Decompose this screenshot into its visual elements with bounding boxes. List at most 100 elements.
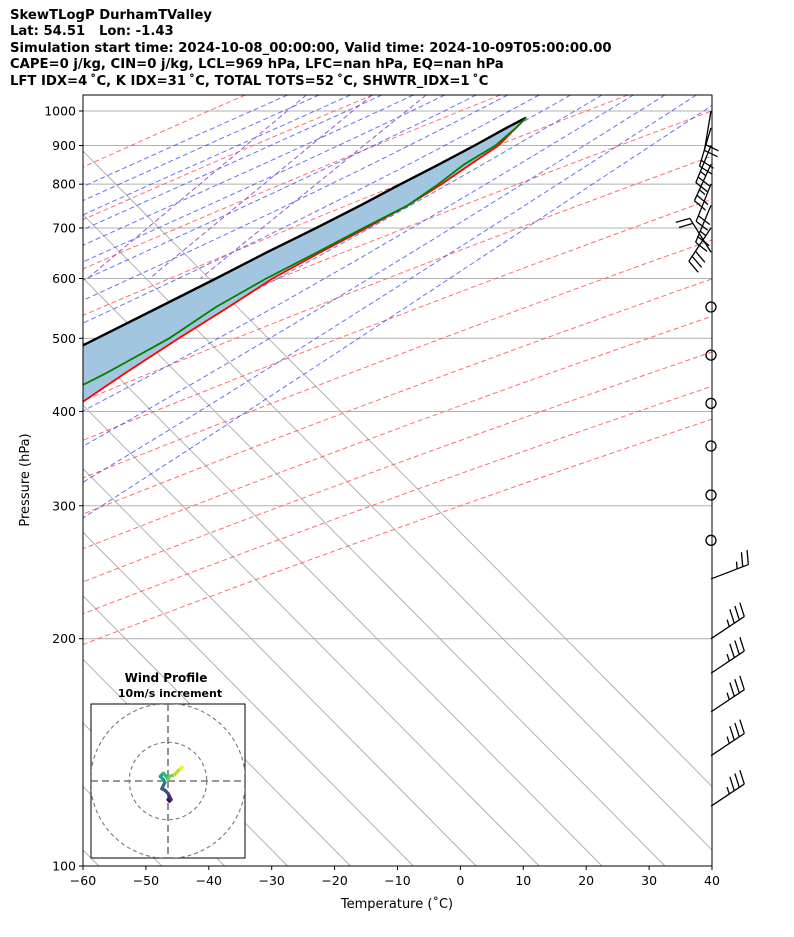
isotherm-line: [83, 531, 414, 866]
index-line: LFT IDX=4 ˚C, K IDX=31 ˚C, TOTAL TOTS=52…: [10, 73, 489, 89]
isotherm-line: [83, 468, 477, 866]
wind-barb: [710, 637, 745, 674]
cape-fill-area: [83, 117, 527, 402]
moist-adiabat-line: [83, 95, 477, 281]
dry-adiabat-line: [83, 351, 712, 583]
y-tick-label: 700: [52, 220, 76, 235]
wind-barb-flag: [729, 682, 735, 697]
wind-barb-flag: [739, 637, 745, 652]
wind-barb-flag: [729, 776, 735, 791]
wind-barb-half-flag: [699, 170, 707, 177]
wind-barb-flag: [688, 260, 699, 273]
isotherm-line: [83, 214, 712, 851]
temperature-line: [83, 116, 527, 403]
wind-barb-staff: [693, 164, 712, 201]
wind-barb-flag: [739, 719, 745, 734]
x-tick-label: 30: [641, 873, 657, 888]
isotherm-line: [83, 404, 540, 866]
wind-barb-flag: [705, 143, 719, 152]
y-tick-label: 100: [52, 859, 76, 874]
wind-barb-half-flag: [726, 786, 730, 795]
wind-barb: [710, 769, 745, 807]
wind-barb-half-flag: [735, 561, 738, 569]
y-tick-label: 900: [52, 138, 76, 153]
wind-barb-staff: [698, 127, 712, 167]
x-tick-label: −30: [259, 873, 285, 888]
dry-adiabat-line: [83, 198, 712, 441]
wind-barb: [710, 550, 749, 580]
moist-adiabat-line: [83, 95, 351, 216]
isotherm-line: [83, 849, 100, 866]
x-axis-label: Temperature (˚C): [340, 896, 453, 912]
wind-barb-flag: [740, 552, 744, 567]
dry-adiabat-line: [83, 95, 501, 270]
wind-barb-half-flag: [726, 653, 730, 662]
y-tick-label: 800: [52, 177, 76, 192]
dewpoint-line: [83, 116, 527, 386]
wind-barb-half-flag: [699, 230, 707, 237]
y-tick-label: 300: [52, 498, 76, 513]
cin-fill: [83, 117, 527, 402]
wind-barb-flag: [704, 149, 718, 158]
wind-barb-flag: [695, 241, 708, 252]
calm-wind-marker: [705, 397, 717, 409]
hodograph-plot: [91, 704, 245, 858]
moist-adiabat-line: [83, 95, 383, 231]
parcel-line: [83, 116, 527, 347]
calm-wind-marker: [705, 534, 717, 546]
moist-adiabat-line: [83, 95, 508, 301]
wind-barb-flag: [696, 194, 709, 206]
wind-barb-staff: [710, 783, 745, 807]
wind-barb-flag: [734, 722, 740, 738]
wind-barb-staff: [695, 205, 712, 243]
wind-barb-flag: [700, 159, 714, 169]
hodograph-inset: [90, 703, 246, 859]
x-tick-label: 0: [456, 873, 464, 888]
moist-adiabat-line: [83, 95, 540, 324]
location-line: Lat: 54.51 Lon: -1.43: [10, 24, 174, 40]
wind-barb-flag: [734, 773, 740, 788]
wind-barb: [710, 675, 745, 713]
isotherm-line: [83, 341, 603, 866]
mixing-ratio-line: [87, 95, 307, 279]
moist-adiabat-line: [83, 104, 712, 519]
wind-barb-flag: [739, 769, 745, 785]
x-tick-label: 10: [515, 873, 531, 888]
wind-barb-flag: [734, 678, 740, 694]
chart-title: SkewTLogP DurhamTValley: [10, 8, 213, 23]
wind-barb-flag: [694, 250, 706, 263]
wind-barb-staff: [710, 615, 745, 640]
cape-line: CAPE=0 j/kg, CIN=0 j/kg, LCL=969 hPa, LF…: [10, 57, 504, 73]
moist-adiabat-line: [83, 95, 320, 202]
isotherm-line: [83, 150, 712, 788]
wind-barb: [703, 110, 719, 158]
dry-adiabat-line: [83, 110, 712, 360]
wind-barb-staff: [710, 732, 745, 757]
wind-barbs: [675, 110, 749, 807]
x-tick-label: 20: [578, 873, 594, 888]
wind-barb-staff: [710, 650, 745, 674]
calm-wind-marker: [705, 349, 717, 361]
wind-barb-flag: [678, 222, 694, 229]
wind-barb-staff: [688, 227, 712, 262]
y-axis-label: Pressure (hPa): [18, 433, 33, 526]
dry-adiabat-line: [83, 278, 712, 515]
wind-barb: [693, 164, 712, 211]
wind-barb-half-flag: [726, 619, 730, 627]
wind-barb-flag: [746, 550, 749, 565]
moist-adiabat-line: [83, 95, 288, 188]
wind-barb-flag: [691, 255, 703, 268]
calm-wind-marker: [705, 489, 717, 501]
y-tick-label: 1000: [44, 103, 76, 118]
y-tick-label: 500: [52, 331, 76, 346]
hodograph-subtitle: 10m/s increment: [118, 687, 222, 700]
time-line: Simulation start time: 2024-10-08_00:00:…: [10, 40, 612, 56]
wind-barb: [710, 602, 745, 640]
hodograph-title: Wind Profile: [125, 671, 208, 685]
axes: −60 −50 −40 −30 −20 −10 0 10 20 30 40 1000 900 800 700…: [44, 103, 720, 888]
wind-barb-flag: [729, 643, 735, 658]
calm-wind-marker: [705, 440, 717, 452]
profile-lines: [83, 116, 527, 403]
x-tick-label: −60: [70, 873, 96, 888]
